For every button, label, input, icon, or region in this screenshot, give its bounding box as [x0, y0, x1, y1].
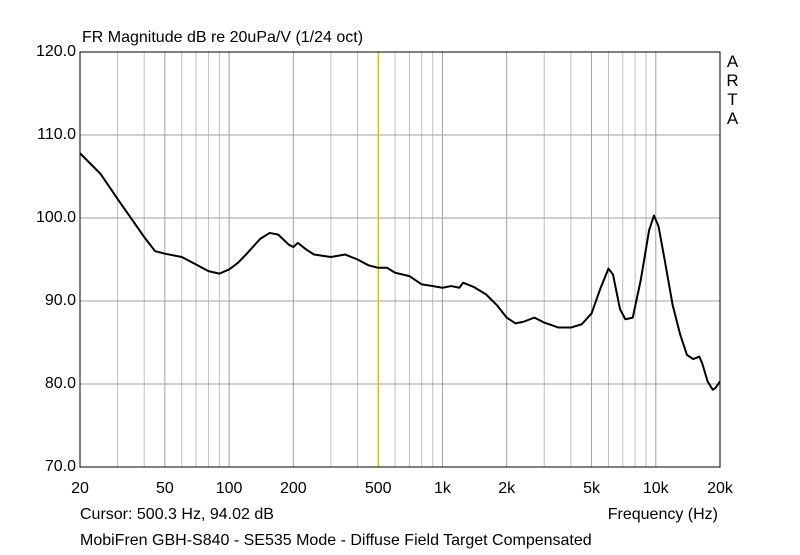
x-tick-label: 20 [71, 480, 89, 497]
footer: MobiFren GBH-S840 - SE535 Mode - Diffuse… [80, 532, 592, 549]
y-tick-label: 70.0 [45, 458, 76, 475]
plot-frame [79, 51, 721, 468]
x-tick-label: 100 [216, 480, 243, 497]
watermark: ARTA [723, 52, 742, 128]
x-tick-label: 500 [365, 480, 392, 497]
x-tick-label: 2k [498, 480, 516, 497]
fr-curve [79, 152, 721, 391]
cursor-readout: Cursor: 500.3 Hz, 94.02 dB [80, 506, 274, 523]
y-tick-label: 100.0 [36, 209, 76, 226]
x-tick-label: 5k [583, 480, 601, 497]
x-tick-label: 10k [643, 480, 670, 497]
y-tick-label: 120.0 [36, 43, 76, 60]
x-tick-label: 20k [707, 480, 734, 497]
y-tick-label: 90.0 [45, 292, 76, 309]
x-axis-label: Frequency (Hz) [608, 506, 718, 523]
x-tick-label: 1k [434, 480, 452, 497]
y-tick-label: 110.0 [37, 126, 76, 143]
x-tick-label: 200 [280, 480, 307, 497]
x-tick-label: 50 [156, 480, 174, 497]
y-tick-label: 80.0 [45, 375, 76, 392]
chart-title: FR Magnitude dB re 20uPa/V (1/24 oct) [82, 29, 363, 46]
